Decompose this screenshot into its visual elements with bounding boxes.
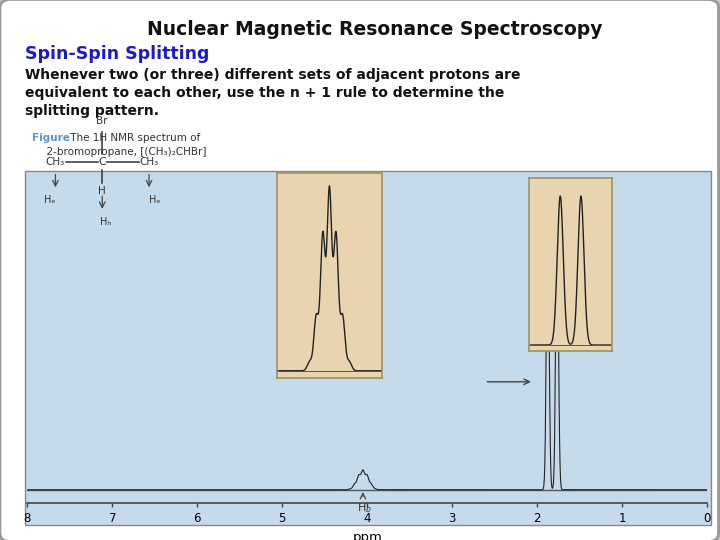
Text: splitting pattern.: splitting pattern.: [25, 104, 159, 118]
Text: Whenever two (or three) different sets of adjacent protons are: Whenever two (or three) different sets o…: [25, 68, 521, 82]
Text: Hₕ: Hₕ: [100, 217, 112, 227]
Text: Br: Br: [96, 116, 108, 126]
X-axis label: ppm: ppm: [352, 531, 382, 540]
Text: The 1H NMR spectrum of: The 1H NMR spectrum of: [67, 133, 200, 143]
Text: Nuclear Magnetic Resonance Spectroscopy: Nuclear Magnetic Resonance Spectroscopy: [147, 19, 602, 39]
Text: H$_b$: H$_b$: [357, 501, 372, 515]
Text: equivalent to each other, use the n + 1 rule to determine the: equivalent to each other, use the n + 1 …: [25, 86, 505, 100]
Text: H$_a$: H$_a$: [545, 190, 559, 204]
Text: CH₃: CH₃: [140, 157, 158, 167]
Text: 2-bromopropane, [(CH₃)₂CHBr]: 2-bromopropane, [(CH₃)₂CHBr]: [40, 147, 206, 157]
Text: Figure: Figure: [32, 133, 71, 143]
Text: Hₑ: Hₑ: [44, 195, 55, 206]
Text: C: C: [99, 157, 106, 167]
Text: CH₃: CH₃: [46, 157, 65, 167]
Text: Spin-Spin Splitting: Spin-Spin Splitting: [25, 45, 210, 63]
Text: H: H: [99, 186, 106, 196]
Text: Hₑ: Hₑ: [149, 195, 161, 206]
FancyBboxPatch shape: [25, 171, 711, 525]
